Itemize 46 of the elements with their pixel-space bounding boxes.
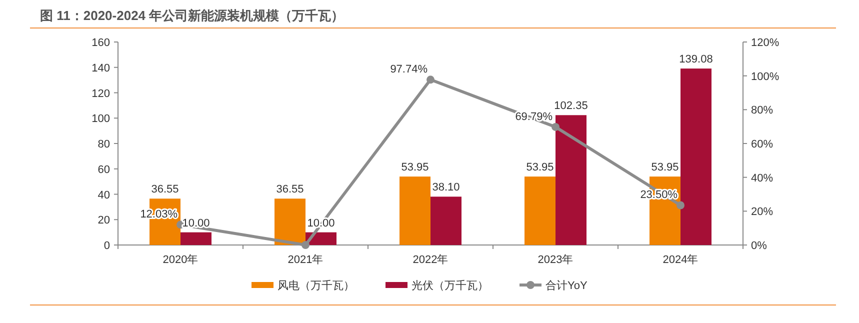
y-tick-label: 100 (92, 113, 110, 126)
x-tick-label: 2022年 (412, 254, 448, 266)
data-label: 36.55 (151, 184, 179, 196)
data-label: 53.95 (401, 162, 429, 174)
y2-tick-label: 100% (751, 70, 780, 83)
y-tick-label: 120 (92, 88, 110, 100)
bar (524, 176, 556, 245)
point (552, 122, 560, 131)
x-tick-label: 2020年 (162, 254, 198, 266)
bar (400, 176, 430, 245)
point (302, 241, 310, 249)
x-tick-label: 2021年 (288, 254, 324, 266)
legend-label: 风电（万千瓦） (278, 279, 354, 292)
y-tick-label: 40 (98, 189, 110, 202)
y-tick-label: 140 (92, 62, 110, 74)
data-label: 97.74% (390, 64, 428, 76)
bar (180, 232, 212, 245)
y2-tick-label: 20% (751, 206, 774, 218)
x-tick-label: 2023年 (538, 254, 574, 266)
legend-label: 合计YoY (546, 279, 588, 292)
point (426, 76, 434, 84)
y2-tick-label: 60% (751, 138, 774, 150)
y-tick-label: 160 (92, 37, 110, 49)
data-label: 36.55 (276, 184, 304, 196)
y-tick-label: 20 (98, 214, 110, 227)
bar (274, 198, 306, 245)
bar (556, 115, 586, 245)
data-label: 139.08 (679, 54, 713, 66)
x-tick-label: 2024年 (662, 254, 698, 266)
legend-label: 光伏（万千瓦） (412, 279, 488, 292)
y-tick-label: 0 (104, 240, 110, 252)
data-label: 10.00 (182, 217, 210, 230)
bar (680, 68, 712, 245)
chart-title: 图 11：2020-2024 年公司新能源装机规模（万千瓦） (40, 8, 344, 23)
bar (430, 196, 462, 245)
data-label: 102.35 (554, 100, 588, 112)
y-tick-label: 80 (98, 138, 110, 150)
y2-tick-label: 80% (751, 104, 774, 117)
data-label: 53.95 (526, 162, 554, 174)
data-label: 38.10 (432, 182, 460, 194)
y2-tick-label: 120% (751, 37, 780, 49)
y2-tick-label: 40% (751, 172, 774, 184)
y-tick-label: 60 (98, 164, 110, 176)
point (676, 201, 684, 210)
data-label: 53.95 (651, 162, 679, 174)
y2-tick-label: 0% (751, 240, 768, 252)
